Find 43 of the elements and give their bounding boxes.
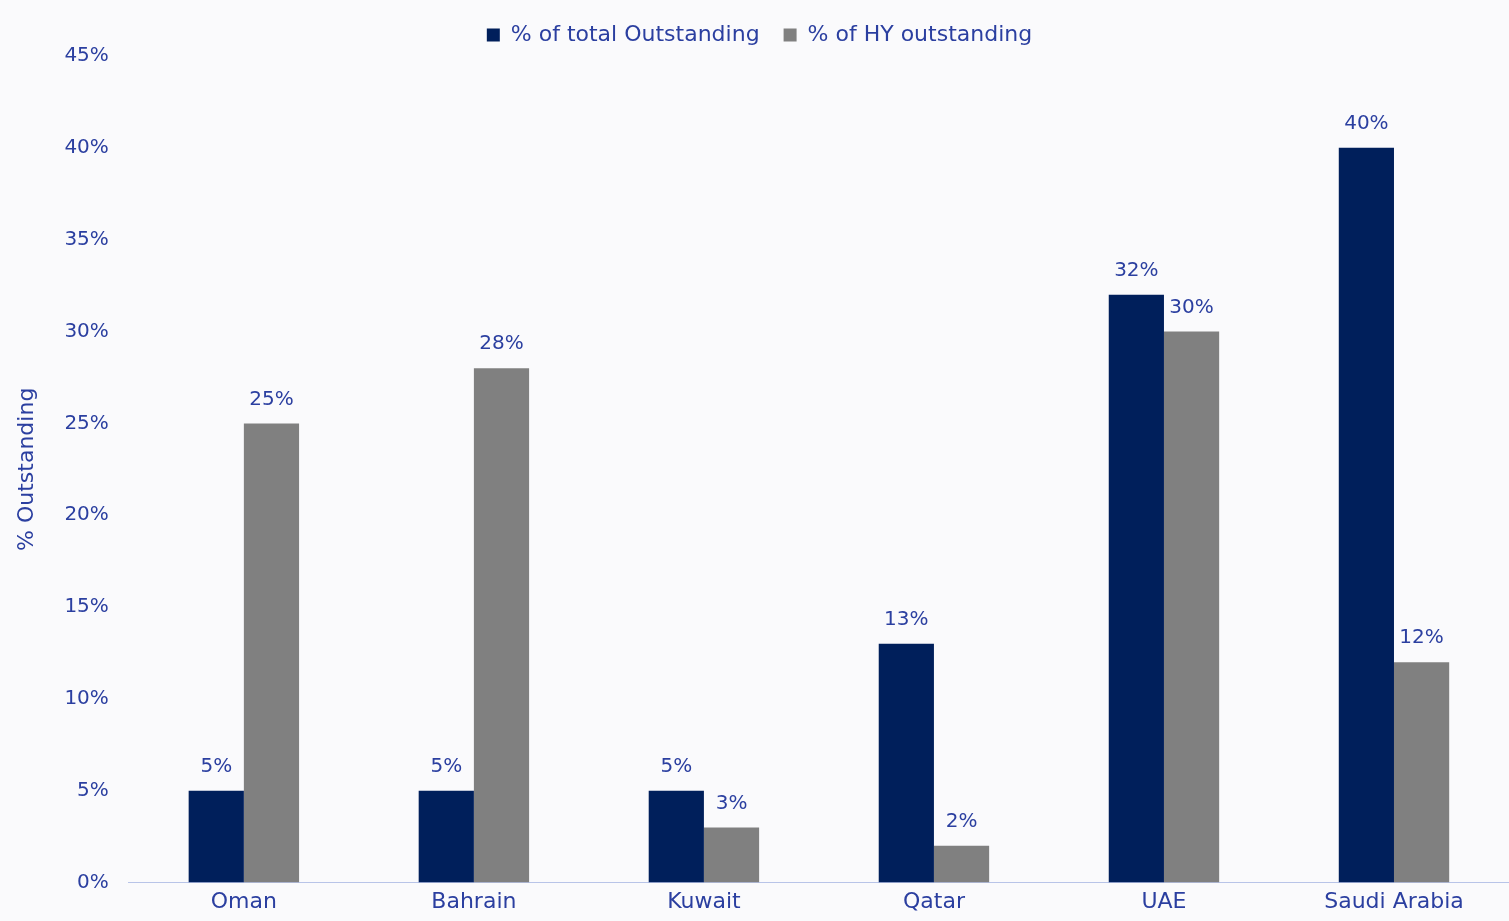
bar [933,845,990,883]
data-label: 2% [945,808,978,833]
y-tick-label: 20% [64,501,109,526]
data-label: 32% [1114,257,1159,281]
y-tick-label: 0% [77,868,109,893]
x-tick-label: Oman [210,887,277,913]
bar [1163,331,1220,883]
bar [1338,147,1394,883]
legend-label: % of HY outstanding [807,20,1033,46]
bar [473,368,530,883]
y-tick-label: 15% [64,593,109,618]
x-tick-label: Qatar [902,887,966,913]
data-label: 40% [1344,110,1389,135]
x-tick-label: Saudi Arabia [1324,887,1464,913]
bar [648,790,704,883]
bar [418,790,474,883]
y-tick-label: 5% [77,776,109,801]
data-label: 28% [479,330,524,355]
bar [878,643,934,883]
data-label: 30% [1169,293,1214,318]
y-tick-label: 35% [64,225,109,250]
y-tick-label: 45% [64,42,109,67]
x-tick-label: Bahrain [431,887,517,913]
bar [703,827,760,883]
y-tick-label: 10% [64,685,109,710]
legend-label: % of total Outstanding [510,20,760,46]
y-tick-label: 25% [64,409,109,434]
data-label: 13% [884,606,929,631]
bar [243,423,300,883]
bar [1393,662,1450,883]
data-label: 3% [715,789,748,814]
data-label: 12% [1399,624,1444,649]
y-tick-label: 40% [64,134,109,159]
x-tick-label: Kuwait [667,887,742,913]
x-tick-label: UAE [1141,887,1187,913]
y-axis-title: % Outstanding [12,387,38,551]
y-tick-label: 30% [64,317,109,342]
bar [188,790,244,883]
data-label: 5% [660,752,693,777]
data-label: 5% [200,752,233,777]
bar [1108,294,1164,883]
data-label: 5% [430,752,463,777]
data-label: 25% [249,385,294,410]
